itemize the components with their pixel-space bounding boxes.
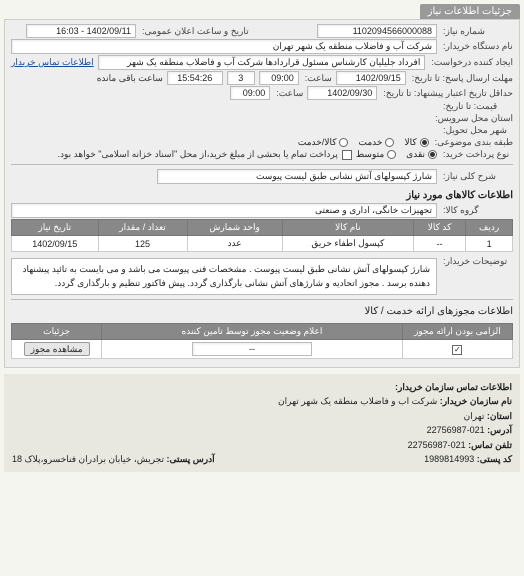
value-desc: شارژ کپسولهای آتش نشانی طبق لیست پیوست .…: [11, 258, 437, 295]
label-tel: تلفن تماس:: [468, 440, 512, 450]
col-mandatory: الزامی بودن ارائه مجوز: [402, 324, 512, 340]
label-addr: آدرس:: [487, 425, 512, 435]
heading-items: اطلاعات کالاهای مورد نیاز: [11, 190, 513, 201]
label-post: کد پستی:: [477, 454, 512, 464]
label-deadline-time: ساعت:: [303, 73, 332, 84]
table-header-row: ردیف کد کالا نام کالا واحد شمارش تعداد /…: [12, 220, 513, 236]
label-buyer: نام دستگاه خریدار:: [441, 41, 513, 52]
col-details: جزئیات: [12, 324, 102, 340]
items-table: ردیف کد کالا نام کالا واحد شمارش تعداد /…: [11, 219, 513, 252]
table-header-row: الزامی بودن ارائه مجوز اعلام وضعیت مجوز …: [12, 324, 513, 340]
label-deadline: مهلت ارسال پاسخ: تا تاریخ:: [410, 73, 513, 84]
radio-dot-icon: [385, 138, 394, 147]
group-radios: کالا خدمت کالا/خدمت: [298, 137, 429, 148]
value-tel: 021-22756987: [408, 440, 466, 450]
label-validity-time: ساعت:: [274, 88, 303, 99]
cell-unit: عدد: [187, 236, 282, 252]
heading-permits: اطلاعات مجوزهای ارائه خدمت / کالا: [11, 306, 513, 317]
col-name: نام کالا: [282, 220, 413, 236]
value-title: شارژ کپسولهای آتش نشانی طبق لیست پیوست: [157, 169, 437, 184]
cell-details: مشاهده مجوز: [12, 340, 102, 359]
value-reqno: 1102094566000088: [317, 24, 437, 38]
radio-medium[interactable]: متوسط: [356, 149, 396, 160]
divider: [11, 299, 513, 300]
radio-dot-icon: [428, 150, 437, 159]
col-qty: تعداد / مقدار: [98, 220, 187, 236]
value-deadline-date: 1402/09/15: [336, 71, 406, 85]
label-remain-suffix: ساعت باقی مانده: [97, 73, 163, 84]
label-reqno: شماره نیاز:: [441, 26, 513, 37]
value-remain-days: 3: [227, 71, 255, 85]
value-deadline-time: 09:00: [259, 71, 299, 85]
value-state: تهران: [464, 411, 485, 421]
label-item-group: گروه کالا:: [441, 205, 513, 216]
label-service-state: استان محل سرویس:: [433, 113, 513, 124]
label-desc: توضیحات خریدار:: [441, 256, 513, 267]
radio-label-both: کالا/خدمت: [298, 137, 337, 148]
label-validity: حداقل تاریخ اعتبار پیشنهاد: تا تاریخ:: [381, 88, 513, 99]
col-code: کد کالا: [413, 220, 465, 236]
value-addr: 021-22756987: [427, 425, 485, 435]
pay-radios: نقدی متوسط: [356, 149, 437, 160]
select-status[interactable]: --: [192, 342, 312, 356]
radio-khedmat[interactable]: خدمت: [358, 137, 394, 148]
label-pubdate: تاریخ و ساعت اعلان عمومی:: [140, 26, 260, 37]
value-org: شرکت اب و فاضلاب منطقه یک شهر تهران: [278, 396, 437, 406]
col-unit: واحد شمارش: [187, 220, 282, 236]
label-pay: نوع پرداخت خرید:: [441, 149, 513, 160]
divider: [11, 164, 513, 165]
cell-code: --: [413, 236, 465, 252]
cell-date: 1402/09/15: [12, 236, 99, 252]
radio-dot-icon: [420, 138, 429, 147]
value-validity-time: 09:00: [230, 86, 270, 100]
label-price: قیمت: تا تاریخ:: [441, 101, 513, 112]
note-pay: پرداخت تمام یا بحشی از مبلغ خرید،از محل …: [57, 149, 337, 160]
footer-heading: اطلاعات تماس سازمان خریدار:: [395, 382, 512, 392]
radio-both[interactable]: کالا/خدمت: [298, 137, 349, 148]
radio-dot-icon: [387, 150, 396, 159]
cell-rownum: 1: [466, 236, 513, 252]
cell-mandatory: [402, 340, 512, 359]
value-item-group: تجهیزات خانگی، اداری و صنعتی: [11, 203, 437, 218]
value-post: 1989814993: [424, 454, 474, 464]
radio-label-khedmat: خدمت: [358, 137, 382, 148]
radio-label-kala: کالا: [404, 137, 416, 148]
checkbox-treasury[interactable]: [342, 150, 352, 160]
value-street: تجریش، خیابان برادران فناخسرو،پلاک 18: [12, 454, 164, 464]
label-group: طبقه بندی موضوعی:: [433, 137, 513, 148]
cell-status: --: [102, 340, 403, 359]
value-remain-time: 15:54:26: [167, 71, 223, 85]
label-state: استان:: [487, 411, 512, 421]
radio-dot-icon: [339, 138, 348, 147]
col-date: تاریخ نیاز: [12, 220, 99, 236]
label-title: شرح کلی نیاز:: [441, 171, 513, 182]
view-permit-button[interactable]: مشاهده مجوز: [24, 342, 90, 356]
value-creator: افرداد جلیلیان کارشناس مسئول قراردادها ش…: [98, 55, 426, 70]
value-pubdate: 1402/09/11 - 16:03: [26, 24, 136, 38]
tab-request-details[interactable]: جزئیات اطلاعات نیاز: [420, 4, 520, 19]
link-buyer-contact[interactable]: اطلاعات تماس خریدار: [11, 57, 94, 68]
table-row: 1 -- کپسول اطفاء حریق عدد 125 1402/09/15: [12, 236, 513, 252]
value-validity-date: 1402/09/30: [307, 86, 377, 100]
radio-kala[interactable]: کالا: [404, 137, 428, 148]
label-creator: ایجاد کننده درخواست:: [429, 57, 513, 68]
label-ship-city: شهر محل تحویل:: [441, 125, 513, 136]
cell-name: کپسول اطفاء حریق: [282, 236, 413, 252]
footer-contact: اطلاعات تماس سازمان خریدار: نام سازمان خ…: [4, 374, 520, 472]
permits-table: الزامی بودن ارائه مجوز اعلام وضعیت مجوز …: [11, 323, 513, 359]
label-street: آدرس پستی:: [167, 454, 215, 464]
radio-label-cash: نقدی: [406, 149, 425, 160]
radio-cash[interactable]: نقدی: [406, 149, 437, 160]
col-rownum: ردیف: [466, 220, 513, 236]
col-status: اعلام وضعیت مجوز توسط تامین کننده: [102, 324, 403, 340]
table-row: -- مشاهده مجوز: [12, 340, 513, 359]
radio-label-medium: متوسط: [356, 149, 384, 160]
label-org: نام سازمان خریدار:: [440, 396, 512, 406]
request-details-panel: شماره نیاز: 1102094566000088 تاریخ و ساع…: [4, 19, 520, 368]
checkbox-mandatory[interactable]: [452, 345, 462, 355]
cell-qty: 125: [98, 236, 187, 252]
value-buyer: شرکت آب و فاضلاب منطقه یک شهر تهران: [11, 39, 437, 54]
